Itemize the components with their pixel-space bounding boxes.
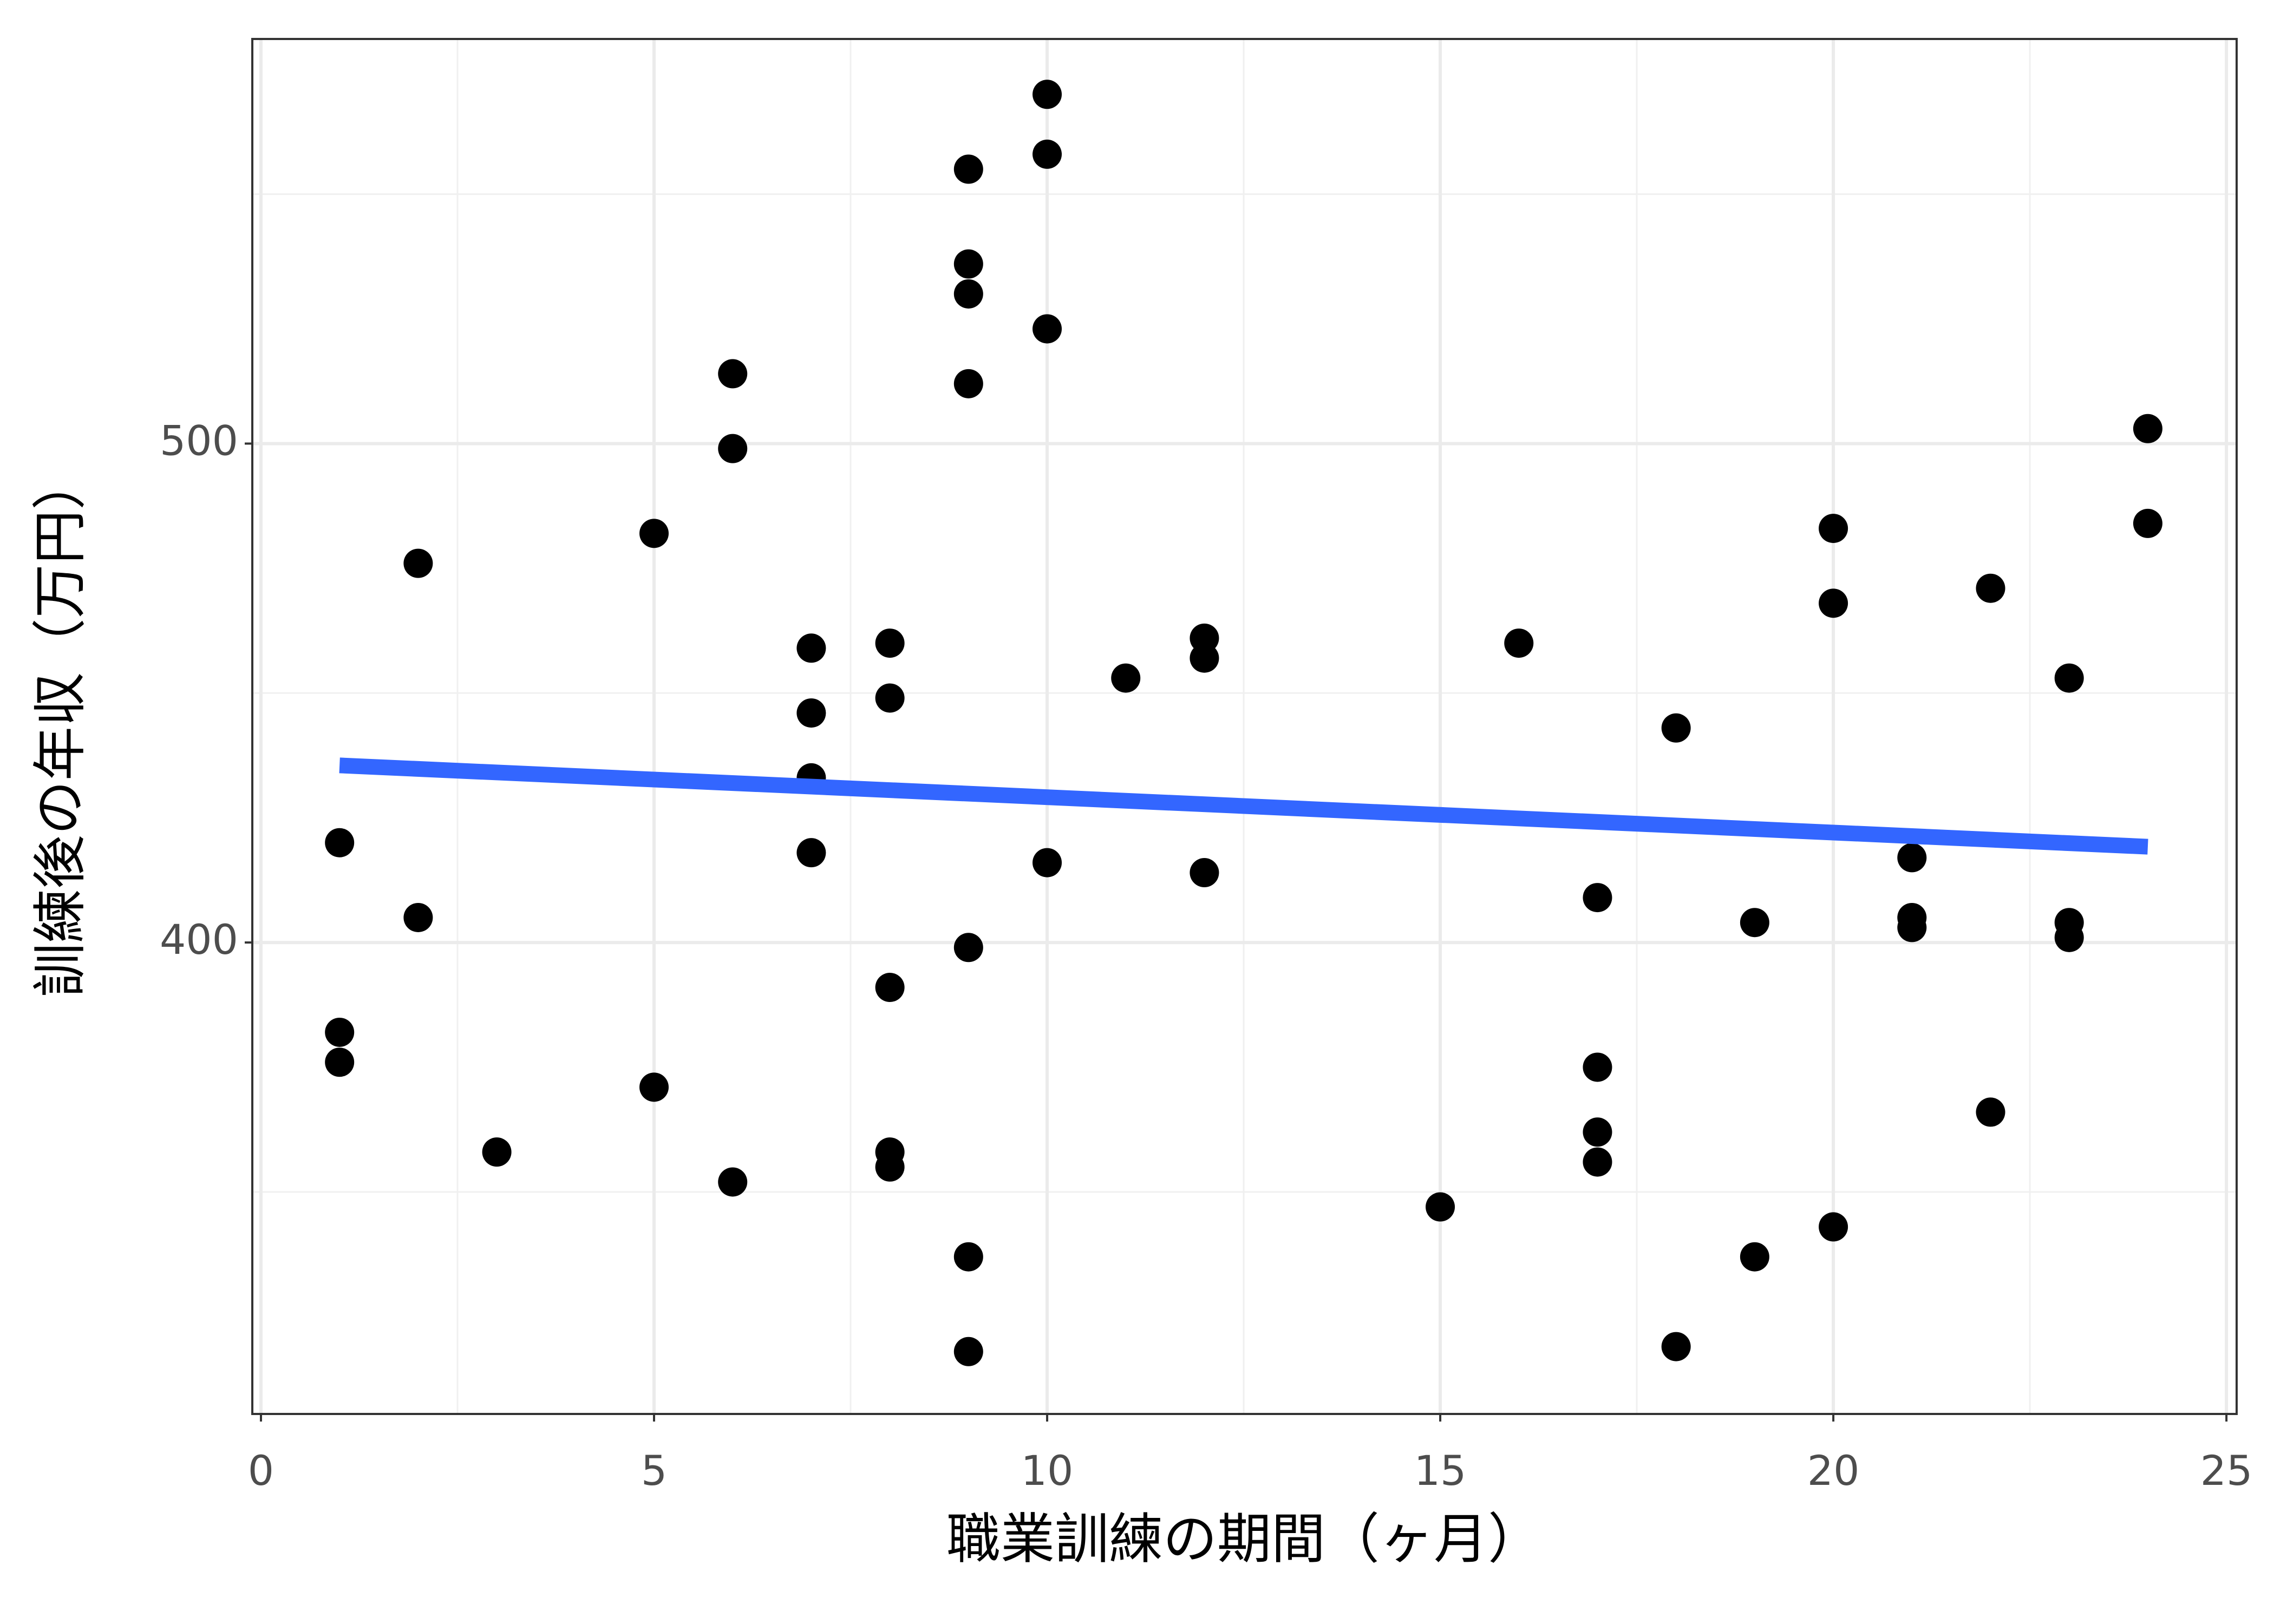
fit-line (339, 757, 2148, 855)
point (796, 633, 826, 663)
point (875, 1152, 905, 1182)
x-tick-label: 10 (1021, 1446, 1074, 1495)
point (1111, 663, 1141, 693)
point (1976, 1097, 2005, 1127)
point (1033, 80, 1062, 109)
point (953, 933, 983, 962)
point (1740, 1242, 1769, 1272)
x-tick-label: 25 (2200, 1446, 2253, 1495)
y-tick-label: 400 (160, 915, 238, 964)
point (1661, 1332, 1691, 1361)
point (875, 973, 905, 1003)
point (1819, 1212, 1848, 1242)
point (2054, 922, 2084, 952)
point (796, 698, 826, 728)
point (953, 1242, 983, 1272)
x-tick-label: 20 (1807, 1446, 1860, 1495)
point (325, 828, 355, 857)
point (1897, 913, 1927, 942)
point (875, 683, 905, 713)
point (1033, 848, 1062, 878)
point (718, 434, 748, 463)
point (2133, 414, 2162, 443)
point (1583, 1117, 1612, 1147)
point (639, 1072, 669, 1102)
y-axis-title: 訓練後の年収（万円） (28, 456, 92, 997)
point (1426, 1192, 1455, 1222)
x-tick-label: 0 (248, 1446, 274, 1495)
point (2054, 663, 2084, 693)
point (325, 1047, 355, 1077)
point (953, 369, 983, 398)
point (403, 548, 433, 578)
x-axis-title: 職業訓練の期間（ヶ月） (946, 1507, 1542, 1570)
point (718, 359, 748, 389)
x-tick-label: 15 (1414, 1446, 1467, 1495)
point (1504, 628, 1534, 658)
point (953, 249, 983, 279)
point (639, 519, 669, 548)
point (1583, 1052, 1612, 1082)
point (1740, 908, 1769, 938)
point (718, 1167, 748, 1197)
point (1033, 314, 1062, 344)
point (1819, 588, 1848, 618)
point (1583, 1147, 1612, 1177)
point (953, 1337, 983, 1366)
point (953, 279, 983, 309)
plot-border (251, 38, 2238, 1415)
point (1190, 643, 1219, 673)
point (1033, 139, 1062, 169)
y-tick-label: 500 (160, 416, 238, 464)
point (482, 1137, 512, 1167)
point (325, 1017, 355, 1047)
point (1976, 573, 2005, 603)
point (1819, 514, 1848, 543)
point (1897, 843, 1927, 873)
point (1190, 858, 1219, 888)
point (403, 902, 433, 932)
point (953, 154, 983, 184)
point (2133, 508, 2162, 538)
point (1583, 883, 1612, 913)
point (1661, 713, 1691, 743)
x-tick-label: 5 (641, 1446, 667, 1495)
point (875, 628, 905, 658)
point (796, 838, 826, 868)
